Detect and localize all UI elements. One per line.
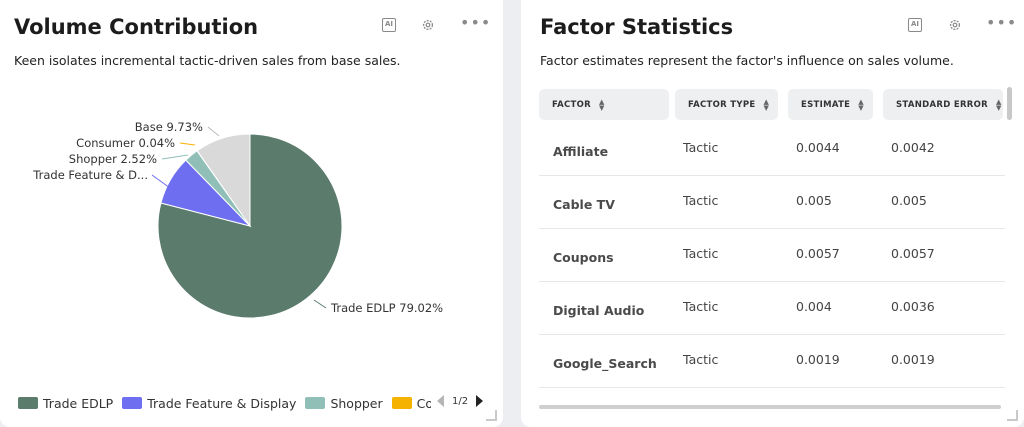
legend-swatch	[122, 397, 143, 409]
column-header-standard-error[interactable]: STANDARD ERROR ▲ ▼	[883, 89, 1003, 120]
pie-label: Trade Feature & D...	[32, 168, 148, 182]
label-leader-line	[207, 126, 220, 137]
legend-item[interactable]: Consumer	[391, 395, 431, 411]
pie-slice-base[interactable]	[196, 133, 251, 228]
resize-handle[interactable]	[1007, 410, 1018, 421]
legend-swatch	[305, 397, 326, 409]
label-leader-line	[179, 142, 196, 146]
sort-icon[interactable]: ▲ ▼	[763, 97, 770, 112]
legend-item[interactable]: Shopper	[305, 395, 383, 411]
horizontal-scrollbar[interactable]	[539, 405, 1001, 409]
legend-page: 1/2	[452, 395, 469, 407]
resize-handle[interactable]	[486, 410, 497, 421]
gear-icon[interactable]	[421, 18, 435, 32]
table-row[interactable]: Coupons Tactic 0.0057 0.0057	[539, 229, 1005, 282]
legend-swatch	[391, 397, 412, 409]
pie-label: Base 9.73%	[135, 120, 203, 134]
legend-label: Trade Feature & Display	[147, 395, 297, 411]
sort-icon[interactable]: ▲ ▼	[599, 97, 605, 112]
table-row[interactable]: Digital Audio Tactic 0.004 0.0036	[539, 282, 1005, 335]
column-header-estimate[interactable]: ESTIMATE ▲ ▼	[788, 89, 873, 120]
pie-label: Trade EDLP 79.02%	[330, 301, 443, 315]
table-row[interactable]: Google_Search Tactic 0.0019 0.0019	[539, 335, 1005, 388]
more-icon[interactable]: •••	[986, 13, 1018, 32]
legend-label: Shopper	[330, 395, 383, 411]
more-icon[interactable]: •••	[460, 13, 492, 32]
table-row[interactable]: Affiliate Tactic 0.0044 0.0042	[539, 123, 1005, 176]
pie-chart: Trade EDLP 79.02% Trade Feature & D... Sho…	[32, 120, 443, 319]
legend-label: Trade EDLP	[43, 395, 114, 411]
label-leader-line	[161, 154, 189, 160]
card-subtitle: Factor estimates represent the factor's …	[540, 53, 954, 68]
chevron-right-icon[interactable]	[476, 395, 484, 407]
column-header-factor-type[interactable]: FACTOR TYPE ▲ ▼	[675, 89, 778, 120]
table-row[interactable]: Cable TV Tactic 0.005 0.005	[539, 176, 1005, 229]
legend-label: Consumer	[416, 395, 431, 411]
label-leader-line	[313, 299, 327, 309]
ai-icon[interactable]: AI	[908, 18, 922, 32]
column-header-factor[interactable]: FACTOR ▲ ▼	[539, 89, 669, 120]
legend-item[interactable]: Trade EDLP	[18, 396, 113, 411]
factor-statistics-card: Factor Statistics Factor estimates repre…	[521, 0, 1024, 427]
label-leader-line	[151, 174, 171, 189]
gear-icon[interactable]	[948, 18, 962, 32]
card-subtitle: Keen isolates incremental tactic-driven …	[14, 53, 401, 68]
pie-label: Consumer 0.04%	[76, 136, 175, 150]
card-title: Factor Statistics	[540, 15, 734, 39]
card-title: Volume Contribution	[14, 15, 259, 39]
legend-swatch	[18, 397, 38, 409]
legend: Trade EDLP Trade Feature & Display Shopper…	[18, 390, 431, 416]
sort-icon[interactable]: ▲ ▼	[996, 97, 1002, 112]
ai-icon[interactable]: AI	[382, 18, 396, 32]
chevron-left-icon[interactable]	[437, 395, 444, 407]
sort-icon[interactable]: ▲ ▼	[858, 97, 864, 112]
pie-label: Shopper 2.52%	[69, 152, 157, 166]
legend-item[interactable]: Trade Feature & Display	[122, 396, 296, 411]
vertical-scrollbar[interactable]	[1007, 87, 1012, 120]
legend-pager: 1/2	[437, 395, 484, 407]
volume-contribution-card: Volume Contribution Keen isolates increm…	[0, 0, 503, 427]
pie-slice-trade-edlp[interactable]	[157, 133, 343, 319]
factor-table: FACTOR ▲ ▼ FACTOR TYPE ▲ ▼ ESTIMATE ▲ ▼ STA…	[539, 87, 1005, 407]
